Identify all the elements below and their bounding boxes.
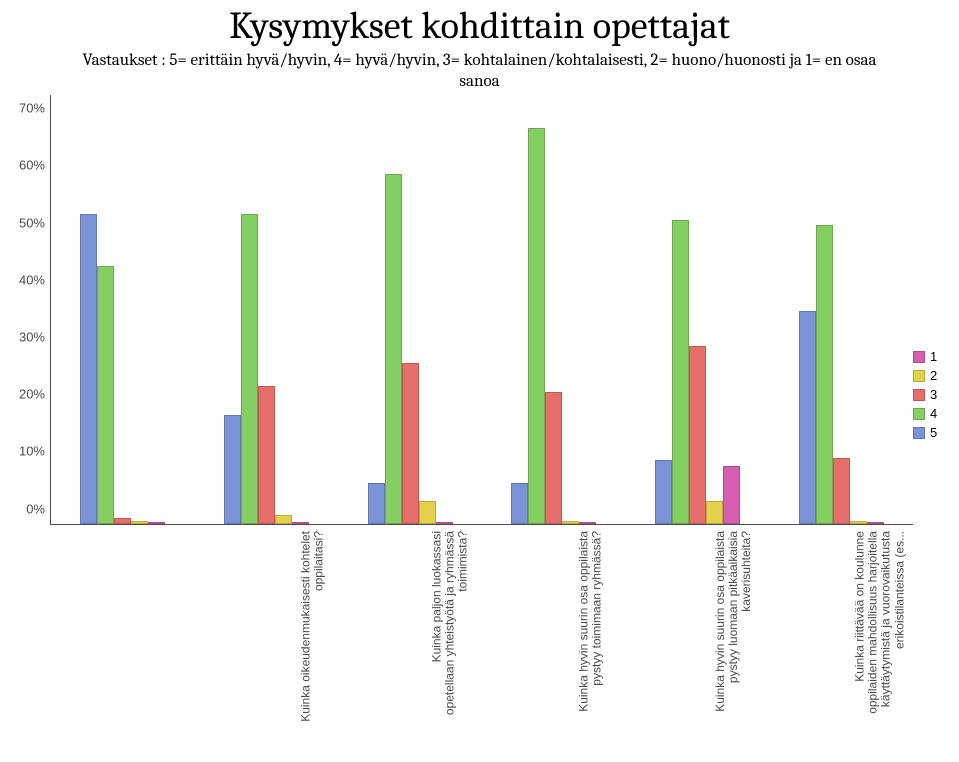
bar	[80, 214, 97, 524]
bar	[562, 521, 579, 524]
bar-group	[80, 214, 165, 524]
legend-label: 1	[930, 349, 937, 364]
legend-label: 3	[930, 387, 937, 402]
bar	[528, 128, 545, 524]
bar	[224, 415, 241, 524]
y-tick: 60%	[19, 158, 51, 173]
legend-swatch	[913, 427, 925, 439]
x-axis-labels: Kuinka oikeudenmukaisesti kohteletoppila…	[50, 525, 913, 695]
bar	[723, 466, 740, 523]
legend-item: 1	[913, 349, 953, 364]
legend-item: 2	[913, 368, 953, 383]
chart-title: Kysymykset kohdittain opettajat	[6, 4, 953, 48]
legend-item: 4	[913, 406, 953, 421]
bar-group	[655, 220, 740, 524]
y-tick: 30%	[19, 329, 51, 344]
bar	[511, 483, 528, 523]
legend-swatch	[913, 370, 925, 382]
legend-item: 5	[913, 425, 953, 440]
legend-swatch	[913, 351, 925, 363]
legend: 1 2 3 4 5	[913, 345, 953, 444]
bar	[579, 522, 596, 524]
y-tick: 50%	[19, 215, 51, 230]
bar	[97, 266, 114, 524]
chart-subtitle: Vastaukset : 5= erittäin hyvä/hyvin, 4= …	[6, 50, 953, 93]
bar	[241, 214, 258, 524]
bar	[368, 483, 385, 523]
bar	[706, 501, 723, 524]
chart: 0%10%20%30%40%50%60%70% Kuinka oikeudenm…	[6, 95, 913, 695]
bar-group	[799, 225, 884, 523]
y-tick: 0%	[26, 501, 51, 516]
bar	[131, 521, 148, 524]
bar	[655, 460, 672, 523]
bar	[833, 458, 850, 524]
bar	[114, 518, 131, 524]
x-tick-label: Kuinka hyvin suurin osa oppilaistapystyy…	[577, 531, 603, 712]
y-tick: 70%	[19, 101, 51, 116]
chart-area: 0%10%20%30%40%50%60%70% Kuinka oikeudenm…	[6, 95, 953, 695]
bar	[689, 346, 706, 524]
legend-label: 5	[930, 425, 937, 440]
y-tick: 20%	[19, 387, 51, 402]
x-tick-label: Kuinka hyvin suurin osa oppilaistapystyy…	[714, 531, 754, 712]
x-tick-label: Kuinka riittävää on koulunneoppilaiden m…	[854, 531, 907, 714]
bar	[672, 220, 689, 524]
bar	[385, 174, 402, 524]
page: Kysymykset kohdittain opettajat Vastauks…	[0, 0, 959, 762]
bar	[436, 522, 453, 524]
legend-swatch	[913, 389, 925, 401]
bar	[545, 392, 562, 524]
x-tick-label: Kuinka paljon luokassasiopetellaan yhtei…	[430, 531, 470, 715]
y-tick: 40%	[19, 272, 51, 287]
x-tick-label: Kuinka oikeudenmukaisesti kohteletoppila…	[300, 531, 326, 722]
legend-label: 2	[930, 368, 937, 383]
bar	[258, 386, 275, 524]
bar	[799, 311, 816, 523]
bar	[148, 522, 165, 524]
bar	[292, 522, 309, 524]
y-tick: 10%	[19, 444, 51, 459]
legend-swatch	[913, 408, 925, 420]
bar	[419, 501, 436, 524]
legend-label: 4	[930, 406, 937, 421]
bar-group	[368, 174, 453, 524]
bar	[816, 225, 833, 523]
bar	[867, 522, 884, 524]
legend-item: 3	[913, 387, 953, 402]
bar	[850, 521, 867, 524]
bar	[275, 515, 292, 524]
plot: 0%10%20%30%40%50%60%70%	[50, 95, 913, 525]
bar-group	[511, 128, 596, 524]
bar	[402, 363, 419, 524]
bar-group	[224, 214, 309, 524]
